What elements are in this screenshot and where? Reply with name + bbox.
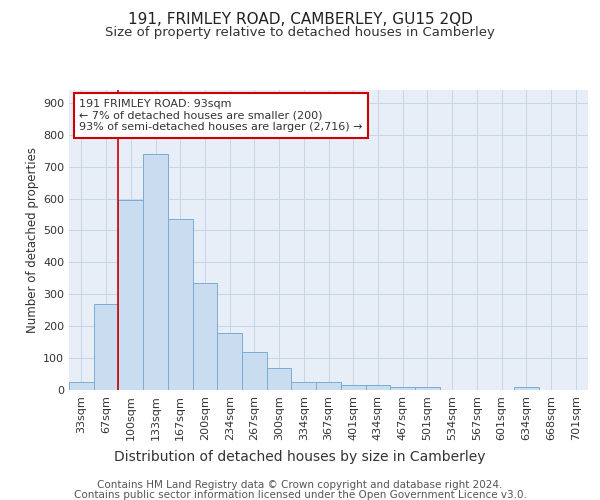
Bar: [365, 385, 390, 390]
Bar: [267, 368, 292, 390]
Bar: [193, 283, 217, 390]
Text: Contains public sector information licensed under the Open Government Licence v3: Contains public sector information licen…: [74, 490, 526, 500]
Bar: [242, 352, 267, 390]
Bar: [316, 382, 341, 390]
Bar: [217, 333, 242, 390]
Bar: [69, 382, 94, 390]
Bar: [94, 304, 118, 390]
Text: Size of property relative to detached houses in Camberley: Size of property relative to detached ho…: [105, 26, 495, 39]
Bar: [341, 385, 365, 390]
Bar: [415, 388, 440, 390]
Bar: [292, 382, 316, 390]
Bar: [168, 220, 193, 390]
Text: Distribution of detached houses by size in Camberley: Distribution of detached houses by size …: [114, 450, 486, 464]
Text: 191 FRIMLEY ROAD: 93sqm
← 7% of detached houses are smaller (200)
93% of semi-de: 191 FRIMLEY ROAD: 93sqm ← 7% of detached…: [79, 99, 363, 132]
Text: 191, FRIMLEY ROAD, CAMBERLEY, GU15 2QD: 191, FRIMLEY ROAD, CAMBERLEY, GU15 2QD: [128, 12, 472, 28]
Y-axis label: Number of detached properties: Number of detached properties: [26, 147, 39, 333]
Bar: [514, 388, 539, 390]
Bar: [143, 154, 168, 390]
Bar: [118, 200, 143, 390]
Bar: [390, 388, 415, 390]
Text: Contains HM Land Registry data © Crown copyright and database right 2024.: Contains HM Land Registry data © Crown c…: [97, 480, 503, 490]
